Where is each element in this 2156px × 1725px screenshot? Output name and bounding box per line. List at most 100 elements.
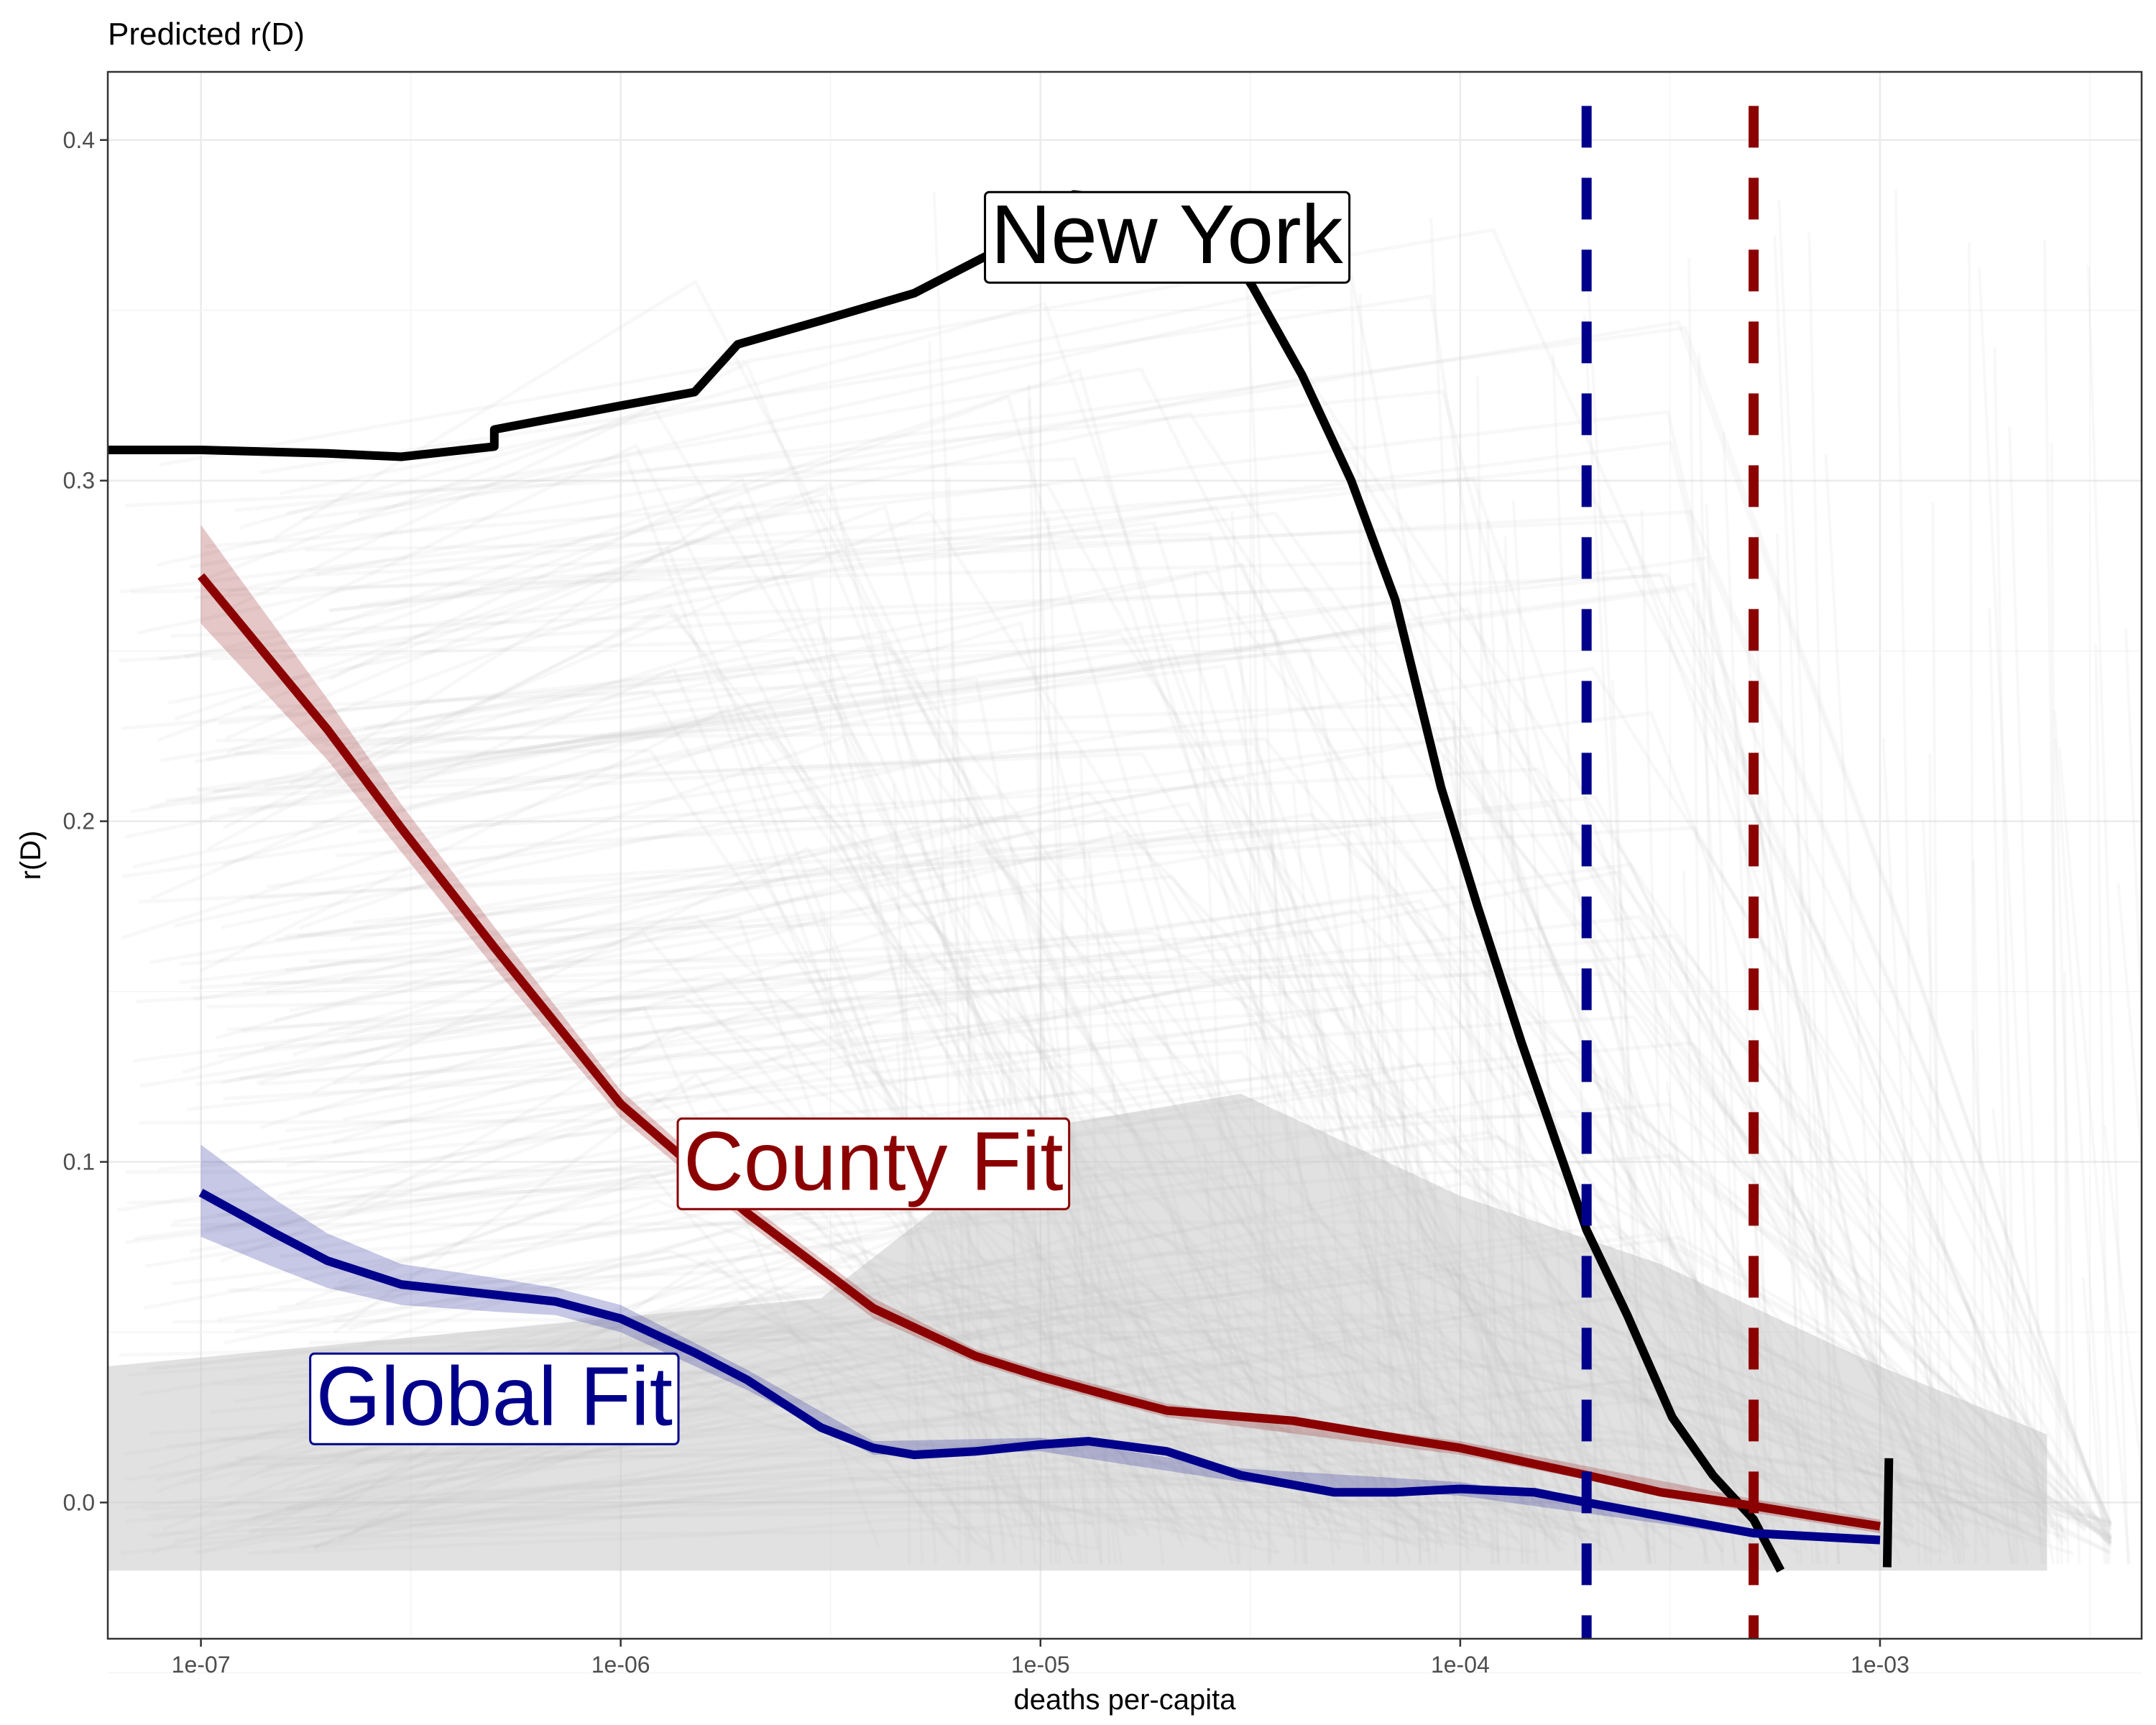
background-spike: [1991, 1108, 2045, 1564]
background-spike: [1705, 503, 1753, 1564]
background-trace: [196, 647, 1481, 1546]
background-spike: [1966, 1300, 2030, 1565]
background-trace: [289, 1307, 1399, 1544]
background-trace: [249, 822, 1950, 1550]
background-trace: [309, 476, 1832, 1541]
background-spike: [1391, 785, 1422, 1564]
background-trace: [322, 631, 1725, 1553]
background-trace: [223, 1015, 1971, 1549]
background-trace: [347, 1181, 1448, 1544]
background-trace: [333, 1244, 1656, 1552]
annotation-text: Global Fit: [316, 1349, 673, 1443]
background-trace: [340, 640, 2006, 1538]
background-spike: [1509, 1274, 1524, 1564]
background-trace: [364, 645, 1545, 1529]
background-trace: [215, 791, 1783, 1530]
background-trace: [123, 1236, 2112, 1541]
background-trace: [124, 709, 1222, 1542]
background-trace: [222, 620, 1262, 1542]
background-trace: [130, 643, 1501, 1552]
background-trace: [323, 1259, 2112, 1525]
background-spike: [1487, 959, 1500, 1564]
background-trace: [184, 546, 1074, 1523]
background-spike: [1432, 998, 1438, 1564]
background-trace: [208, 696, 1054, 1530]
background-spike: [1442, 754, 1469, 1564]
background-trace: [158, 511, 1996, 1536]
background-spike: [1347, 822, 1370, 1564]
annotations: New York County Fit Global Fit: [309, 188, 1351, 1445]
background-trace: [194, 569, 1873, 1551]
background-trace: [310, 607, 1815, 1530]
background-trace: [285, 874, 1611, 1524]
background-trace: [303, 505, 1839, 1522]
background-trace: [359, 441, 1914, 1530]
background-spike: [1242, 210, 1309, 1564]
background-trace: [221, 970, 1262, 1535]
background-trace: [121, 666, 2113, 1545]
background-spike: [1741, 750, 1776, 1564]
background-trace: [157, 490, 1319, 1529]
background-spike: [2081, 1276, 2107, 1564]
background-spike: [1687, 258, 1708, 1564]
x-tick-label: 1e-04: [1431, 1652, 1490, 1678]
background-spike: [1250, 487, 1272, 1564]
background-trace: [304, 1162, 1590, 1538]
background-trace: [146, 1231, 2015, 1531]
background-trace: [160, 656, 1151, 1537]
background-trace: [124, 456, 1466, 1524]
new-york-end-segment: [1882, 1458, 1894, 1568]
background-trace: [253, 1374, 2112, 1527]
background-trace: [132, 700, 1429, 1540]
background-trace: [120, 728, 1345, 1534]
background-trace: [241, 678, 1149, 1521]
background-spike: [1986, 1236, 2055, 1565]
background-trace: [167, 576, 1006, 1544]
background-trace: [311, 500, 1209, 1543]
background-spike: [2053, 738, 2081, 1564]
background-trace: [343, 1130, 2112, 1544]
background-trace: [358, 310, 1968, 1528]
background-trace: [227, 374, 2055, 1529]
background-trace: [300, 1302, 1825, 1550]
background-trace: [305, 532, 1431, 1552]
background-trace: [147, 1497, 1700, 1537]
background-trace: [259, 294, 1615, 1526]
background-trace: [285, 1050, 1649, 1526]
background-spike: [1640, 510, 1672, 1564]
background-trace: [235, 1430, 1984, 1525]
background-trace: [159, 228, 2069, 1542]
background-trace: [239, 301, 1468, 1535]
background-haze: [108, 1093, 2047, 1571]
background-spike: [1695, 601, 1752, 1564]
background-trace: [270, 443, 1182, 1541]
background-trace: [194, 510, 2113, 1527]
background-trace: [210, 635, 1101, 1550]
background-spike: [1006, 981, 1023, 1564]
background-trace: [292, 930, 1138, 1537]
background-trace: [234, 390, 1746, 1524]
background-trace: [271, 1379, 2112, 1555]
background-spike: [1194, 570, 1242, 1564]
background-trace: [173, 1442, 2111, 1542]
background-trace: [308, 958, 1770, 1538]
background-trace: [125, 1166, 1445, 1551]
axes: 1e-07 1e-06 1e-05 1e-04 1e-03 0.0 0.1 0.2 0.3 0.4: [63, 127, 1909, 1678]
background-trace: [116, 995, 1724, 1553]
background-spike: [928, 341, 962, 1564]
background-spike: [1027, 398, 1058, 1564]
background-spike: [1901, 1150, 1957, 1564]
background-trace: [274, 279, 1342, 1551]
background-trace: [226, 361, 1237, 1535]
background-trace: [277, 972, 1480, 1540]
background-spike: [1365, 505, 1432, 1564]
background-trace: [119, 410, 1910, 1527]
background-spike: [2094, 643, 2111, 1564]
y-tick-label: 0.0: [63, 1489, 95, 1515]
background-trace: [121, 1473, 1150, 1555]
background-trace: [301, 326, 2113, 1543]
reference-lines: [1581, 106, 1759, 1639]
annotation-box: [309, 1352, 680, 1445]
background-trace: [337, 1355, 992, 1553]
background-trace: [259, 1006, 1558, 1545]
